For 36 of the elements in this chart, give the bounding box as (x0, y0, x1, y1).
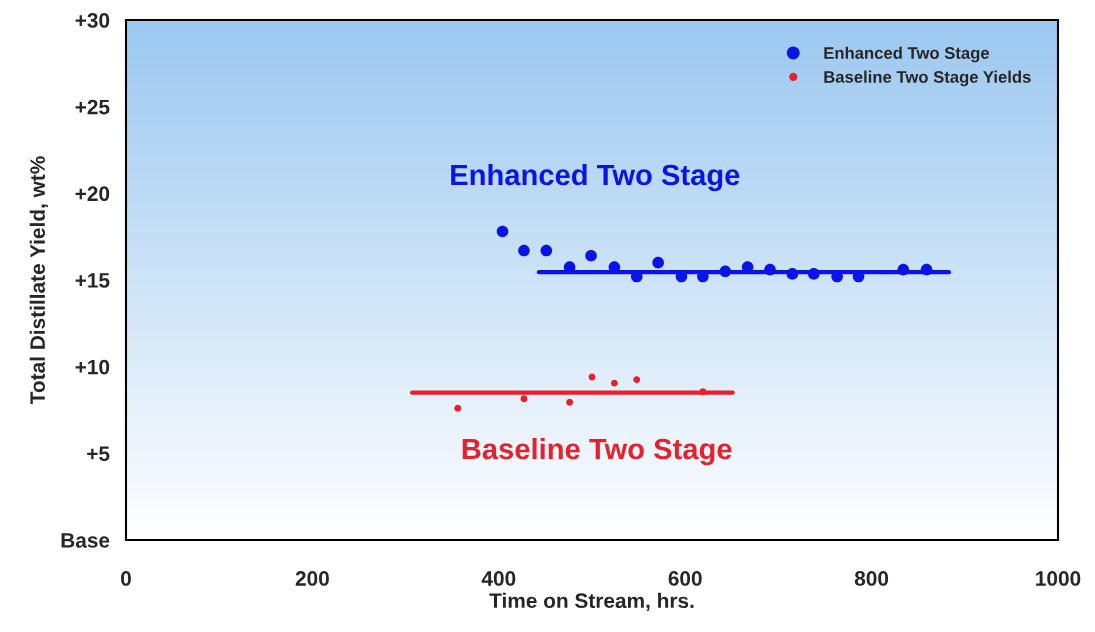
point (566, 398, 574, 406)
y-tick-label: +25 (75, 99, 110, 115)
x-tick-label: 200 (295, 571, 329, 586)
point (610, 379, 618, 387)
x-tick-label: 1000 (1036, 571, 1081, 586)
y-tick-label: +5 (87, 446, 110, 462)
point (520, 395, 528, 403)
point (633, 376, 641, 384)
point (897, 263, 910, 276)
point (808, 268, 820, 280)
y-tick-label: Base (61, 533, 110, 548)
annotation: Baseline Two Stage (462, 437, 732, 466)
x-tick-label: 400 (481, 571, 516, 586)
y-tick-label: +10 (75, 359, 110, 375)
x-axis-title: Time on Stream, hrs. (489, 592, 694, 612)
point (786, 268, 799, 280)
point (699, 388, 707, 396)
y-axis-title: Total Distillate Yield, wt% (29, 156, 49, 405)
legend-label: Enhanced Two Stage (824, 46, 990, 63)
point (719, 265, 732, 278)
point (652, 256, 664, 269)
y-tick-label: +30 (75, 13, 110, 28)
point (920, 263, 933, 276)
y-tick-label: +20 (75, 186, 110, 202)
x-tick-label: 0 (121, 571, 131, 586)
point (585, 249, 597, 262)
point (454, 404, 462, 412)
annotation: Enhanced Two Stage (451, 163, 740, 192)
point (496, 225, 509, 238)
point (540, 244, 553, 257)
y-tick-label: +15 (75, 273, 110, 288)
point (764, 263, 776, 276)
point (518, 244, 530, 257)
legend-label: Baseline Two Stage Yields (824, 70, 1031, 87)
x-tick-label: 600 (668, 571, 702, 586)
x-tick-label: 800 (854, 571, 889, 586)
